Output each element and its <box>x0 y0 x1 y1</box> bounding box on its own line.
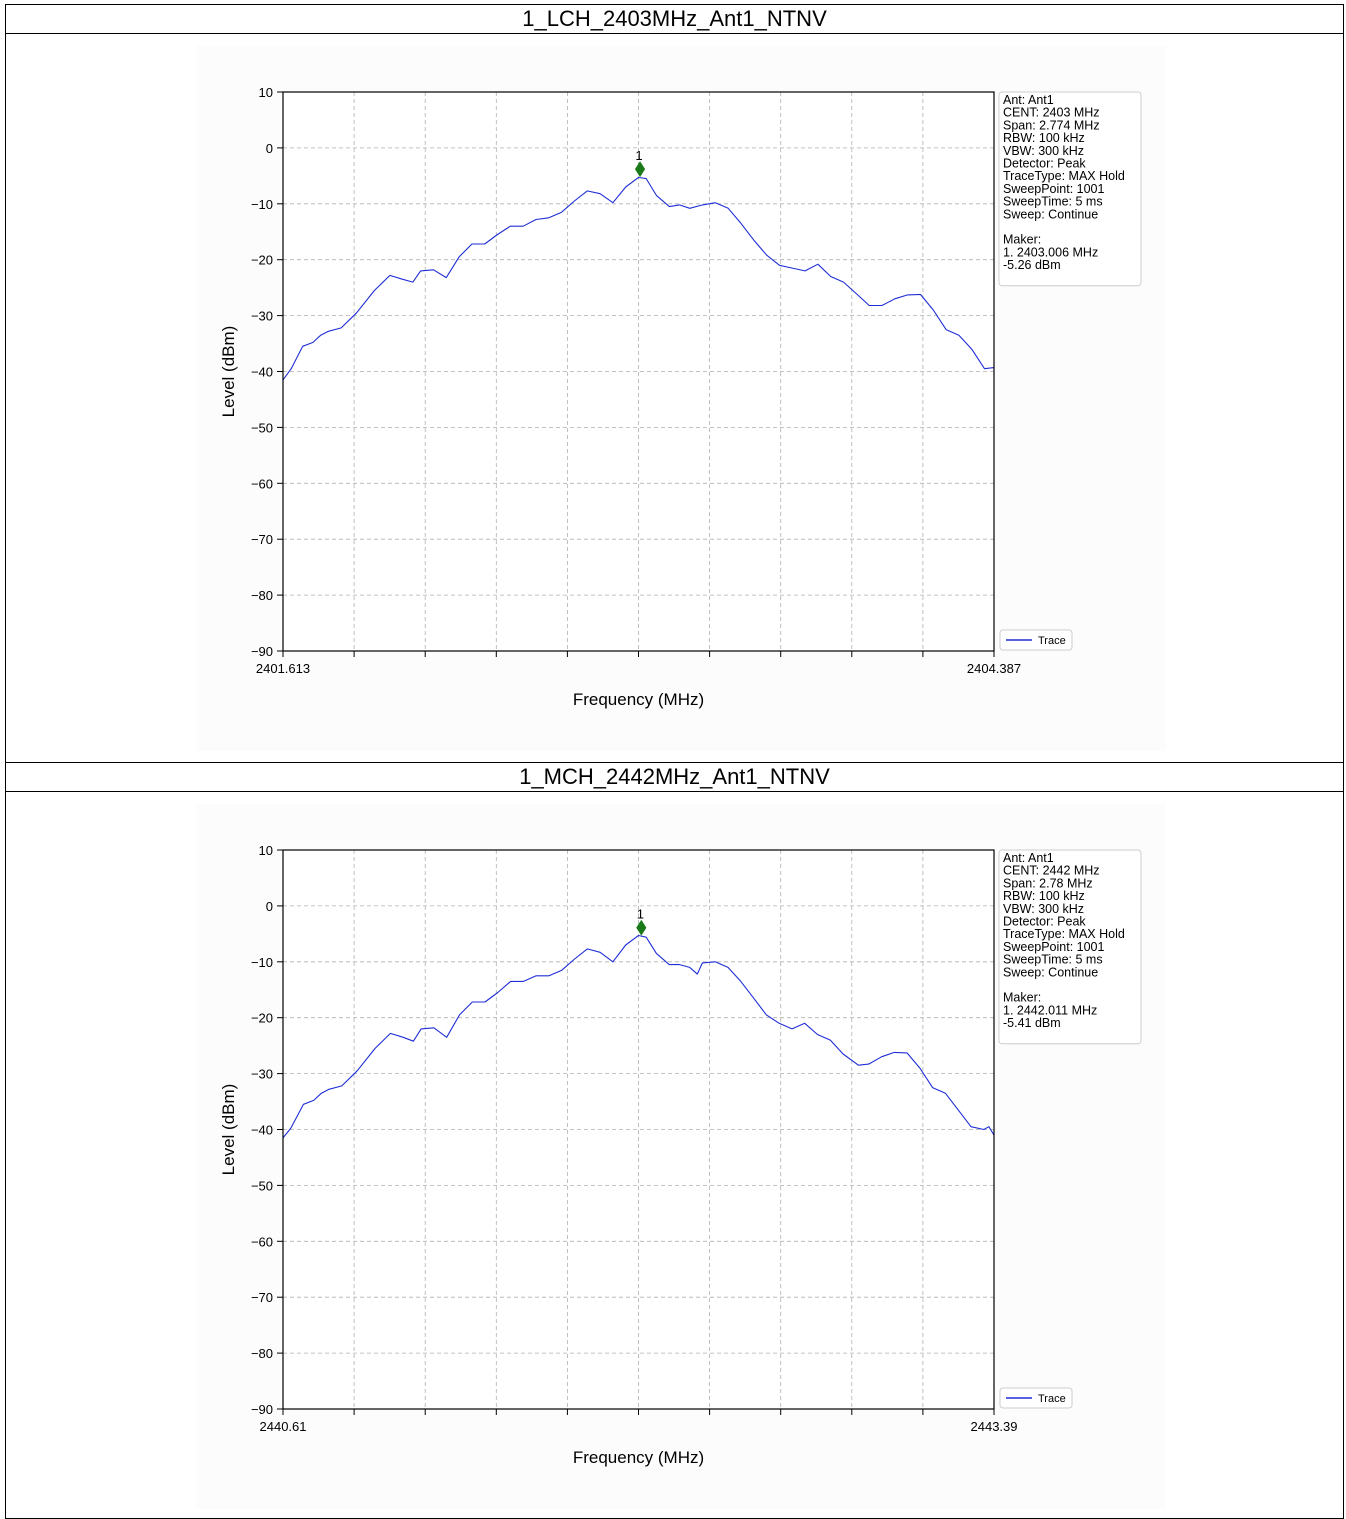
x-axis-label: Frequency (MHz) <box>573 690 704 709</box>
y-tick-label: −80 <box>251 1346 273 1361</box>
info-line: TraceType: MAX Hold <box>1003 927 1125 941</box>
y-tick-label: −10 <box>251 955 273 970</box>
y-tick-label: −50 <box>251 420 273 435</box>
x-tick-label: 2404.387 <box>967 661 1021 676</box>
chart-area: 10 0 −10 −20 −30 −40 −50 −60 −70 −80 −90 2401.613 24… <box>6 34 1343 762</box>
info-box <box>998 91 1142 287</box>
marker-diamond <box>634 161 646 178</box>
y-tick-label: −90 <box>251 644 273 659</box>
legend-label: Trace <box>1038 1393 1066 1405</box>
y-axis-label: Level (dBm) <box>219 326 238 418</box>
legend-box <box>999 629 1073 651</box>
info-line: CENT: 2442 MHz <box>1003 864 1100 878</box>
y-tick-label: 0 <box>266 141 273 156</box>
y-tick-label: −60 <box>251 1234 273 1249</box>
info-line: SweepPoint: 1001 <box>1003 182 1105 196</box>
info-line: Detector: Peak <box>1003 915 1086 929</box>
info-line: 1. 2403.006 MHz <box>1003 245 1098 259</box>
marker-diamond <box>636 919 647 936</box>
info-line: Span: 2.78 MHz <box>1003 876 1093 890</box>
y-axis-label: Level (dBm) <box>219 1084 238 1176</box>
spectrum-chart: 10 0 −10 −20 −30 −40 −50 −60 −70 −80 −90 2440.61 244… <box>196 804 1166 1509</box>
info-line: Maker: <box>1003 991 1041 1005</box>
y-tick-label: −40 <box>251 1123 273 1138</box>
legend-label: Trace <box>1038 635 1066 647</box>
info-line: SweepTime: 5 ms <box>1003 953 1103 967</box>
marker-label: 1 <box>635 148 642 163</box>
info-line: CENT: 2403 MHz <box>1003 106 1100 120</box>
info-box <box>998 849 1142 1045</box>
legend-box <box>999 1387 1073 1409</box>
x-axis-label: Frequency (MHz) <box>573 1448 704 1467</box>
trace-line <box>282 934 995 1139</box>
section-title: 1_MCH_2442MHz_Ant1_NTNV <box>6 763 1343 792</box>
info-line: 1. 2442.011 MHz <box>1003 1003 1097 1017</box>
info-line: SweepPoint: 1001 <box>1003 940 1105 954</box>
info-line: VBW: 300 kHz <box>1003 902 1084 916</box>
chart-section-1: 1_LCH_2403MHz_Ant1_NTNV 10 0 −10 −20 −30 −40 −… <box>5 4 1344 763</box>
y-tick-label: −70 <box>251 1290 273 1305</box>
y-tick-label: −90 <box>251 1402 273 1417</box>
y-tick-label: −40 <box>251 365 273 380</box>
trace-line <box>282 176 995 381</box>
info-line: Ant: Ant1 <box>1003 851 1054 865</box>
section-title: 1_LCH_2403MHz_Ant1_NTNV <box>6 5 1343 34</box>
y-tick-label: 10 <box>259 843 273 858</box>
info-line: -5.26 dBm <box>1003 258 1061 272</box>
y-tick-label: −60 <box>251 476 273 491</box>
info-line: Span: 2.774 MHz <box>1003 118 1100 132</box>
info-line: RBW: 100 kHz <box>1003 889 1085 903</box>
y-tick-label: −50 <box>251 1178 273 1193</box>
chart-section-2: 1_MCH_2442MHz_Ant1_NTNV 10 0 −10 −20 −30 −40 −… <box>5 763 1344 1519</box>
chart-area: 10 0 −10 −20 −30 −40 −50 −60 −70 −80 −90 2440.61 244… <box>6 792 1343 1518</box>
y-tick-label: −80 <box>251 588 273 603</box>
y-tick-label: −70 <box>251 532 273 547</box>
x-tick-label: 2443.39 <box>971 1419 1018 1434</box>
info-line: Sweep: Continue <box>1003 965 1098 979</box>
y-tick-label: 0 <box>266 899 273 914</box>
x-tick-label: 2440.61 <box>260 1419 307 1434</box>
x-tick-label: 2401.613 <box>256 661 310 676</box>
info-line: SweepTime: 5 ms <box>1003 195 1103 209</box>
y-tick-label: −20 <box>251 253 273 268</box>
info-line: Ant: Ant1 <box>1003 93 1054 107</box>
info-line: -5.41 dBm <box>1003 1016 1061 1030</box>
y-tick-label: −30 <box>251 309 273 324</box>
y-tick-label: 10 <box>259 85 273 100</box>
info-line: Maker: <box>1003 233 1041 247</box>
info-line: TraceType: MAX Hold <box>1003 169 1125 183</box>
y-tick-label: −10 <box>251 197 273 212</box>
report: 1_LCH_2403MHz_Ant1_NTNV 10 0 −10 −20 −30 −40−… <box>5 4 1344 1519</box>
spectrum-chart: 10 0 −10 −20 −30 −40 −50 −60 −70 −80 −90 2401.613 24… <box>196 46 1166 751</box>
info-line: RBW: 100 kHz <box>1003 131 1085 145</box>
info-line: Detector: Peak <box>1003 157 1086 171</box>
y-tick-label: −30 <box>251 1067 273 1082</box>
y-tick-label: −20 <box>251 1011 273 1026</box>
marker-label: 1 <box>637 907 644 922</box>
info-line: VBW: 300 kHz <box>1003 144 1084 158</box>
info-line: Sweep: Continue <box>1003 207 1098 221</box>
